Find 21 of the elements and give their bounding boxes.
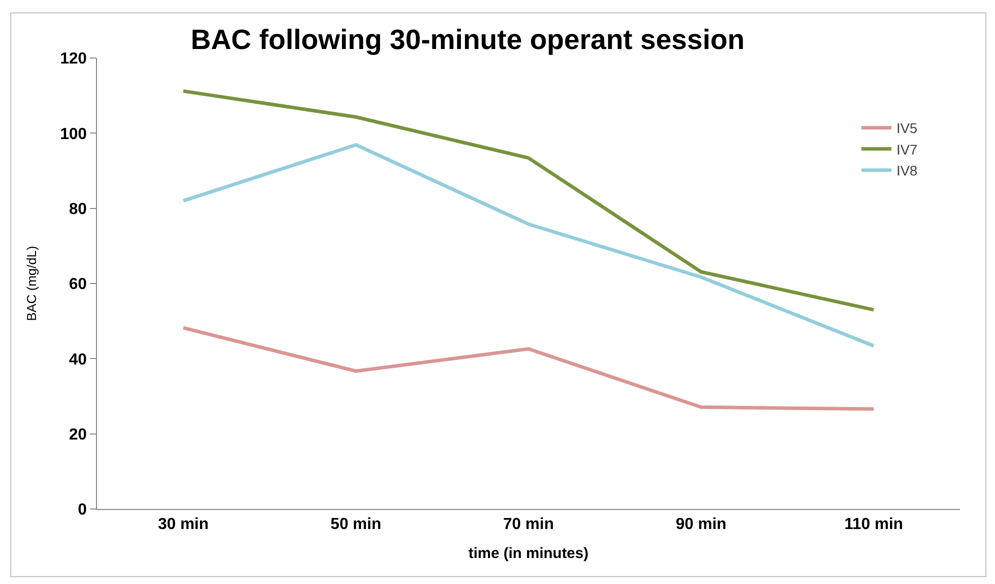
line-series <box>182 89 876 312</box>
y-tick-label: 80 <box>69 200 87 218</box>
y-tick-label: 120 <box>60 50 87 68</box>
x-axis-title: time (in minutes) <box>468 545 589 562</box>
y-tick-label: 20 <box>69 426 87 444</box>
chart-title: BAC following 30-minute operant session <box>190 24 745 55</box>
x-tick-label: 50 min <box>330 516 382 534</box>
legend-label: IV7 <box>896 141 918 158</box>
legend-label: IV8 <box>896 162 918 179</box>
y-tick-label: 60 <box>69 276 87 294</box>
line-series <box>182 143 876 348</box>
y-axis-title: BAC (mg/dL) <box>24 246 40 322</box>
y-tick-label: 0 <box>78 502 87 519</box>
legend-label: IV5 <box>896 120 918 136</box>
y-tick-label: 40 <box>69 351 87 368</box>
x-tick-label: 70 min <box>503 516 554 534</box>
y-tick-label: 100 <box>60 126 87 143</box>
x-tick-label: 90 min <box>676 516 726 534</box>
x-tick-label: 30 min <box>158 516 209 534</box>
x-tick-label: 110 min <box>844 516 904 534</box>
line-series <box>182 326 876 411</box>
